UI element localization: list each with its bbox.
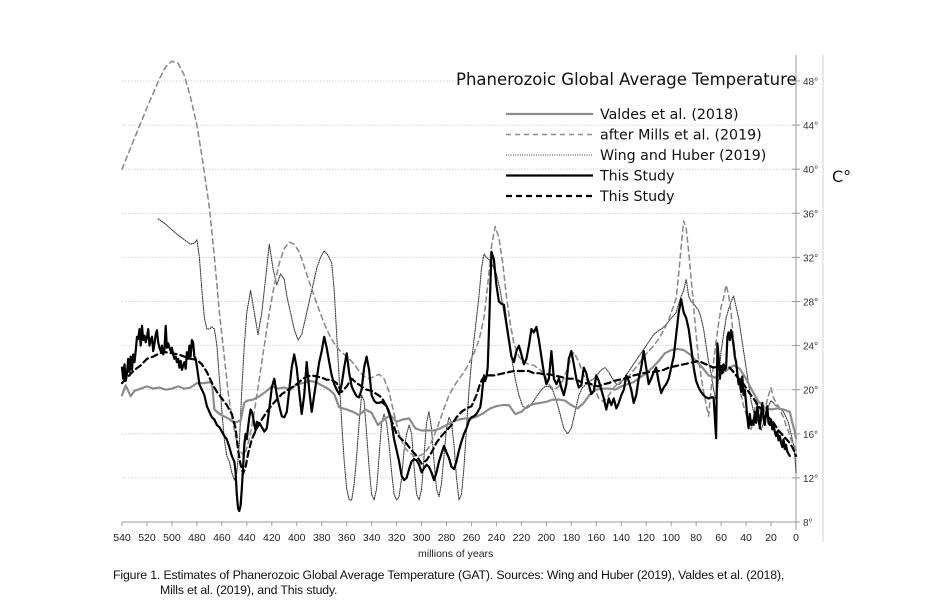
series-line-dotted-black [157,218,797,501]
legend-label: after Mills et al. (2019) [600,128,762,144]
x-tick-label: 60 [715,532,727,544]
y-tick-label: 24° [803,342,818,353]
y-tick-label: 40° [803,165,818,176]
legend: Valdes et al. (2018) after Mills et al. (… [506,107,766,205]
y-tick-label: 28° [803,298,818,309]
y-tick-label: 16° [803,430,818,441]
y-tick-label: 20° [803,386,818,397]
x-tick-label: 360 [338,532,356,544]
x-tick-label: 40 [740,532,752,544]
figure-caption: Figure 1. Estimates of Phanerozoic Globa… [113,568,784,598]
x-tick-label: 140 [612,532,630,544]
y-tick-label: 12° [803,474,818,485]
x-tick-label: 340 [363,532,381,544]
y-axis-label: C° [832,167,851,186]
x-tick-label: 300 [413,532,431,544]
y-tick-label: 48° [803,77,818,88]
x-tick-label: 320 [388,532,406,544]
series-line-solid-gray [120,347,798,440]
x-tick-label: 220 [513,532,531,544]
x-tick-label: 420 [263,532,281,544]
x-axis-label: millions of years [418,548,494,560]
x-tick-label: 260 [463,532,481,544]
series-line-dashed-gray [121,60,797,457]
x-tick-label: 240 [488,532,506,544]
legend-label: Valdes et al. (2018) [600,107,739,123]
x-tick-label: 400 [288,532,306,544]
x-tick-label: 520 [138,532,156,544]
y-tick-label: 44° [803,121,818,132]
gridlines [122,80,796,479]
x-tick-label: 540 [113,532,131,544]
caption-line-1: Figure 1. Estimates of Phanerozoic Globa… [113,568,785,582]
x-tick-label: 460 [213,532,231,544]
x-tick-label: 480 [188,532,206,544]
x-tick-label: 80 [690,532,702,544]
y-tick-label: 32° [803,253,818,264]
series-line-solid-black [120,250,791,513]
legend-label: Wing and Huber (2019) [600,148,766,164]
axes: 540 520 500 480 460 440 420 400 380 360 340 320 300 2… [113,55,824,544]
legend-label: This Study [599,189,674,205]
x-tick-label: 380 [313,532,331,544]
series-group [120,60,798,513]
x-tick-label: 0 [793,532,799,544]
x-tick-label: 500 [163,532,181,544]
x-tick-label: 20 [765,532,777,544]
x-tick-label: 280 [438,532,456,544]
y-tick-label: 36° [803,209,818,220]
x-tick-label: 180 [563,532,581,544]
y-tick-label: 8° [803,518,813,529]
x-tick-label: 120 [637,532,655,544]
x-tick-label: 100 [662,532,680,544]
legend-label: This Study [599,169,674,185]
chart-title: Phanerozoic Global Average Temperature [456,70,797,89]
x-tick-label: 440 [238,532,256,544]
caption-line-2: Mills et al. (2019), and This study. [160,583,338,597]
x-tick-label: 200 [538,532,556,544]
x-tick-label: 160 [588,532,606,544]
